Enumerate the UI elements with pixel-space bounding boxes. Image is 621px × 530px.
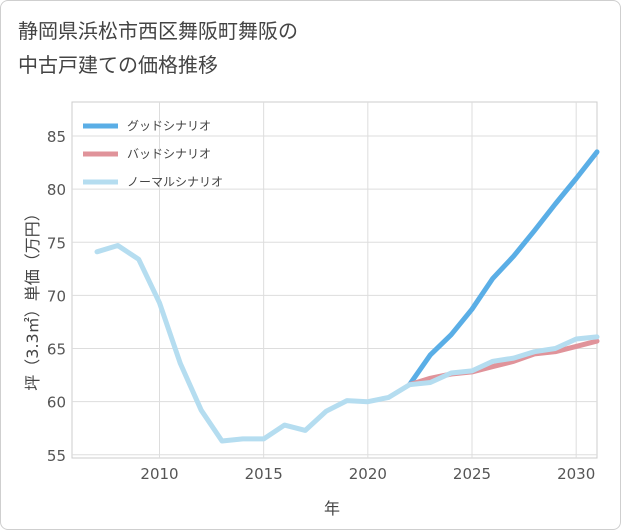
title-line-1: 静岡県浜松市西区舞阪町舞阪の (18, 19, 298, 43)
legend-label-3: ノーマルシナリオ (127, 175, 223, 189)
y-tick-label: 80 (47, 181, 66, 199)
y-tick-label: 75 (47, 234, 66, 252)
title-line-2: 中古戸建ての価格推移 (18, 53, 218, 77)
chart-title: 静岡県浜松市西区舞阪町舞阪の 中古戸建ての価格推移 (18, 14, 578, 82)
axis-ticks: 55 60 65 70 75 80 85 2010 2015 2020 2025 2030 (47, 128, 595, 483)
x-tick-label: 2020 (349, 465, 387, 483)
grid-lines (72, 102, 597, 458)
y-tick-label: 60 (47, 394, 66, 412)
y-tick-label: 85 (47, 128, 66, 146)
x-tick-label: 2025 (453, 465, 491, 483)
y-tick-label: 70 (47, 287, 66, 305)
y-tick-label: 55 (47, 447, 66, 465)
y-tick-label: 65 (47, 341, 66, 359)
series-line-1 (407, 149, 600, 388)
x-tick-label: 2015 (245, 465, 283, 483)
x-axis-label: 年 (324, 499, 340, 518)
series-lines (94, 149, 600, 444)
legend-label-2: バッドシナリオ (127, 147, 211, 161)
x-tick-label: 2030 (557, 465, 595, 483)
series-line-3 (94, 243, 600, 444)
y-axis-label: 坪（3.3㎡）単価（万円） (23, 205, 42, 390)
legend-label-1: グッドシナリオ (127, 119, 211, 133)
x-tick-label: 2010 (140, 465, 178, 483)
